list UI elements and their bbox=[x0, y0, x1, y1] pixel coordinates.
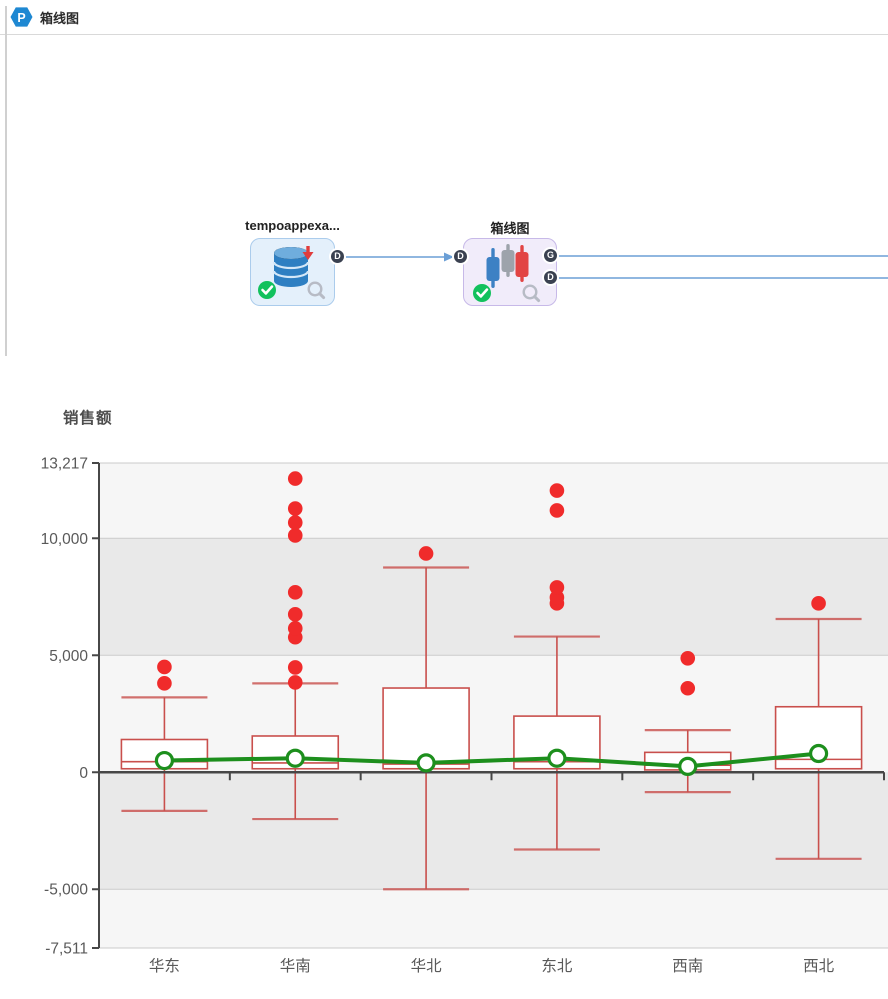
mean-marker bbox=[285, 748, 305, 768]
success-status-icon bbox=[258, 281, 276, 299]
outlier-dot bbox=[549, 590, 565, 605]
outlier-dot bbox=[680, 651, 696, 666]
node-datasource-body[interactable] bbox=[250, 238, 335, 306]
y-tick-label: -5,000 bbox=[44, 882, 88, 899]
y-tick-label: 13,217 bbox=[41, 456, 88, 473]
import-arrow-icon bbox=[302, 246, 314, 260]
x-category-label: 华南 bbox=[280, 957, 311, 975]
svg-text:P: P bbox=[17, 11, 25, 25]
outlier-dot bbox=[680, 680, 696, 696]
database-icon bbox=[258, 246, 326, 300]
y-tick-label: 10,000 bbox=[41, 531, 89, 548]
outlier-dot bbox=[287, 515, 303, 530]
edge-arrowhead-icon bbox=[444, 252, 454, 262]
outlier-dot bbox=[549, 580, 565, 595]
edges-layer bbox=[346, 252, 888, 279]
mean-marker bbox=[547, 748, 567, 768]
node-boxplot[interactable]: 箱线图 bbox=[452, 221, 559, 306]
outlier-dot bbox=[549, 503, 565, 518]
mean-line bbox=[164, 751, 819, 769]
x-category-label: 华东 bbox=[149, 957, 180, 975]
outlier-dot bbox=[287, 607, 303, 622]
node-boxplot-output-port-d[interactable]: D bbox=[542, 269, 559, 286]
chart-y-axis-title: 销售额 bbox=[63, 410, 113, 427]
node-boxplot-output-port-g[interactable]: G bbox=[542, 247, 559, 264]
outlier-dot bbox=[418, 546, 434, 561]
y-tick-label: 5,000 bbox=[49, 648, 88, 665]
mean-marker bbox=[678, 756, 698, 777]
candlestick-gray-icon bbox=[501, 244, 515, 277]
mean-marker bbox=[416, 753, 436, 773]
plot-band bbox=[99, 538, 888, 656]
node-datasource-label: tempoappexa... bbox=[245, 218, 340, 233]
outlier-dot bbox=[287, 660, 303, 675]
outlier-dot bbox=[287, 585, 303, 600]
boxplot-icon bbox=[473, 244, 541, 303]
y-tick-label: 0 bbox=[79, 765, 88, 782]
node-datasource[interactable]: tempoappexa... bbox=[245, 218, 346, 306]
outlier-dot bbox=[287, 471, 303, 486]
canvas-left-scrollbar[interactable] bbox=[5, 6, 7, 356]
preview-magnifier-icon[interactable] bbox=[522, 284, 541, 303]
boxplot-chart: 13,217 10,000 5,000 0 -5,000 -7,511 华东 华南 华北 东北 西南… bbox=[41, 456, 888, 975]
x-category-label: 华北 bbox=[411, 957, 443, 975]
outlier-dot bbox=[287, 621, 303, 636]
outlier-dot bbox=[549, 483, 565, 498]
mean-marker bbox=[808, 743, 829, 764]
x-category-label: 西北 bbox=[803, 957, 835, 975]
candlestick-red-icon bbox=[515, 245, 529, 282]
plot-band bbox=[99, 889, 888, 948]
success-status-icon bbox=[473, 284, 491, 302]
preview-magnifier-icon[interactable] bbox=[307, 281, 326, 300]
mean-marker bbox=[154, 750, 175, 771]
node-datasource-output-port-d[interactable]: D bbox=[329, 248, 346, 265]
x-category-label: 西南 bbox=[672, 957, 703, 975]
node-boxplot-input-port-d[interactable]: D bbox=[452, 248, 469, 265]
outlier-dot bbox=[287, 501, 303, 516]
plot-band bbox=[99, 655, 888, 773]
outlier-dot bbox=[287, 528, 303, 543]
header-bar: P 箱线图 bbox=[0, 0, 888, 35]
plot-band bbox=[99, 772, 888, 890]
plot-band bbox=[99, 463, 888, 539]
workflow-canvas[interactable]: tempoappexa... bbox=[0, 35, 888, 360]
page-title: 箱线图 bbox=[40, 10, 80, 26]
node-boxplot-label: 箱线图 bbox=[490, 221, 530, 236]
y-tick-label: -7,511 bbox=[45, 941, 88, 958]
candlestick-blue-icon bbox=[486, 248, 500, 288]
outlier-dot bbox=[157, 659, 172, 675]
product-logo-icon: P bbox=[10, 7, 33, 27]
outlier-dot bbox=[811, 596, 826, 611]
x-category-label: 东北 bbox=[541, 957, 573, 975]
node-boxplot-body[interactable] bbox=[463, 238, 557, 306]
outlier-dot bbox=[287, 675, 303, 690]
outlier-dot bbox=[157, 676, 172, 691]
